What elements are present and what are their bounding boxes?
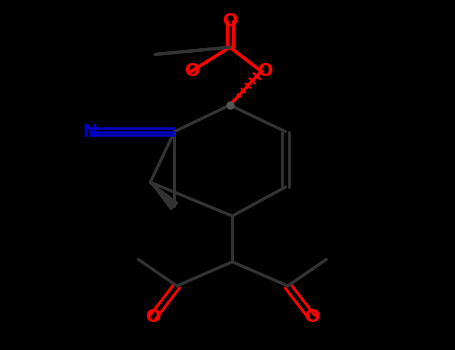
Text: N: N xyxy=(82,122,97,141)
Text: O: O xyxy=(222,12,238,30)
Text: O: O xyxy=(258,62,273,80)
Text: O: O xyxy=(184,62,199,80)
Text: O: O xyxy=(304,308,319,326)
Polygon shape xyxy=(150,182,178,210)
Text: O: O xyxy=(145,308,160,326)
